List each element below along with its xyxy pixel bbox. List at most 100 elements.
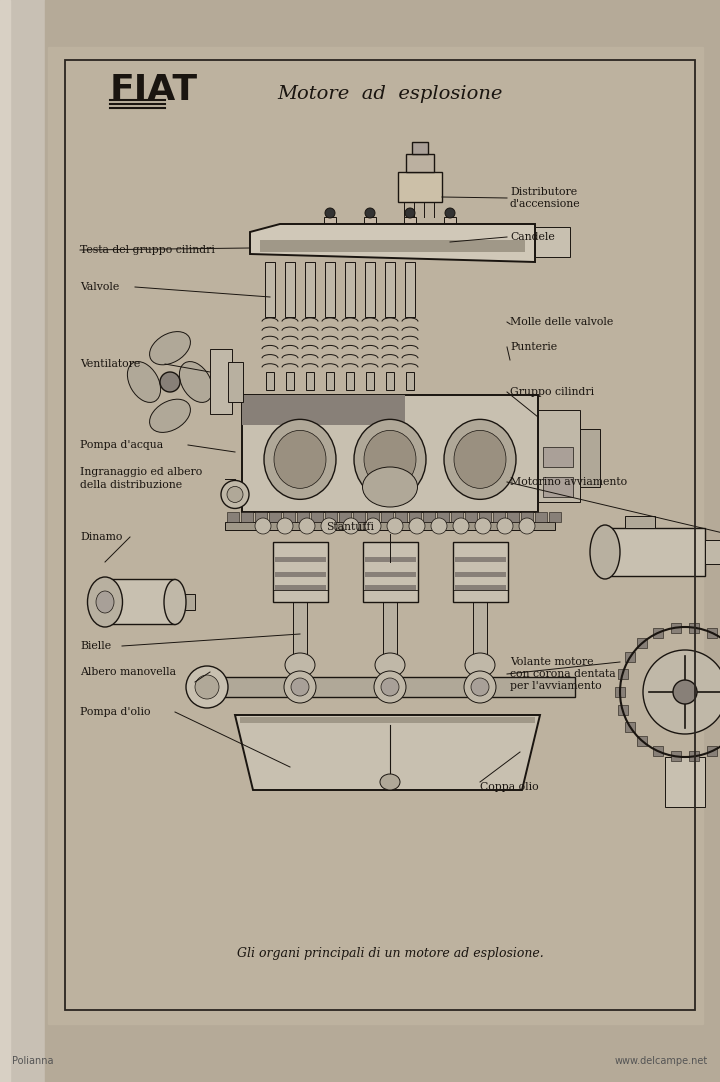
Bar [412,142,428,154]
Bar [273,542,328,602]
Bar [625,651,635,662]
Bar [386,372,394,390]
Ellipse shape [150,399,190,433]
Ellipse shape [475,518,491,535]
Ellipse shape [365,208,375,217]
Ellipse shape [431,518,447,535]
Ellipse shape [673,679,697,704]
Bar [210,349,232,414]
Ellipse shape [497,518,513,535]
Bar [398,172,442,202]
Ellipse shape [150,331,190,365]
Ellipse shape [164,580,186,624]
Text: Volante motore: Volante motore [510,657,593,667]
Bar [345,262,355,317]
Bar [479,512,491,522]
Bar [275,557,326,562]
Text: Candele: Candele [510,232,554,242]
Bar [0,0,45,1082]
Bar [297,512,309,522]
Ellipse shape [343,518,359,535]
Bar [521,512,533,522]
Ellipse shape [590,525,620,579]
Bar [105,579,175,624]
Ellipse shape [221,480,249,509]
Bar [637,638,647,648]
Ellipse shape [284,671,316,703]
Bar [228,362,243,403]
Bar [306,372,314,390]
Bar [325,262,335,317]
Ellipse shape [195,675,219,699]
Text: Distributore: Distributore [510,187,577,197]
Bar [241,512,253,522]
Bar [225,522,555,530]
Text: Ventilatore: Ventilatore [80,359,140,369]
Text: Pompa d'acqua: Pompa d'acqua [80,440,163,450]
Bar [543,477,573,497]
Bar [535,227,570,258]
Bar [465,512,477,522]
Text: Motorino avviamento: Motorino avviamento [510,477,627,487]
Ellipse shape [471,678,489,696]
Bar [618,669,628,678]
Bar [580,428,600,487]
Bar [353,512,365,522]
Bar [653,747,663,756]
Bar [381,512,393,522]
Ellipse shape [453,518,469,535]
Bar [707,628,717,638]
Bar [689,751,699,762]
Bar [455,557,506,562]
Bar [269,512,281,522]
Bar [326,372,334,390]
Bar [383,590,397,665]
Bar [227,512,239,522]
Text: www.delcampe.net: www.delcampe.net [615,1056,708,1066]
Bar [365,585,416,590]
Bar [240,717,535,723]
Bar [293,590,307,665]
Text: con corona dentata: con corona dentata [510,669,616,679]
Text: Stantuffi: Stantuffi [326,522,374,532]
Bar [705,540,720,564]
Bar [406,372,414,390]
Bar [538,410,580,502]
Text: per l'avviamento: per l'avviamento [510,681,602,691]
Ellipse shape [127,361,161,403]
Bar [451,512,463,522]
Ellipse shape [643,650,720,734]
Text: Ingranaggio ed albero: Ingranaggio ed albero [80,467,202,477]
Bar [365,572,416,577]
Bar [618,705,628,715]
Ellipse shape [381,678,399,696]
Bar [364,217,376,239]
Ellipse shape [354,420,426,500]
Bar [285,262,295,317]
Bar [605,528,705,576]
Bar [473,590,487,665]
Bar [346,372,354,390]
Text: Dinamo: Dinamo [80,532,122,542]
Bar [625,516,655,528]
Ellipse shape [321,518,337,535]
Bar [325,512,337,522]
Bar [549,512,561,522]
Ellipse shape [277,518,293,535]
Bar [543,447,573,467]
Ellipse shape [445,208,455,217]
Ellipse shape [375,654,405,677]
Bar [0,0,10,1082]
Bar [260,240,525,252]
Ellipse shape [380,774,400,790]
Text: FIAT: FIAT [110,72,198,107]
Ellipse shape [274,431,326,488]
Text: Bielle: Bielle [80,641,111,651]
Bar [665,757,705,807]
Bar [326,237,334,249]
Ellipse shape [464,671,496,703]
Bar [493,512,505,522]
Bar [615,687,625,697]
Bar [404,217,416,239]
Bar [275,585,326,590]
